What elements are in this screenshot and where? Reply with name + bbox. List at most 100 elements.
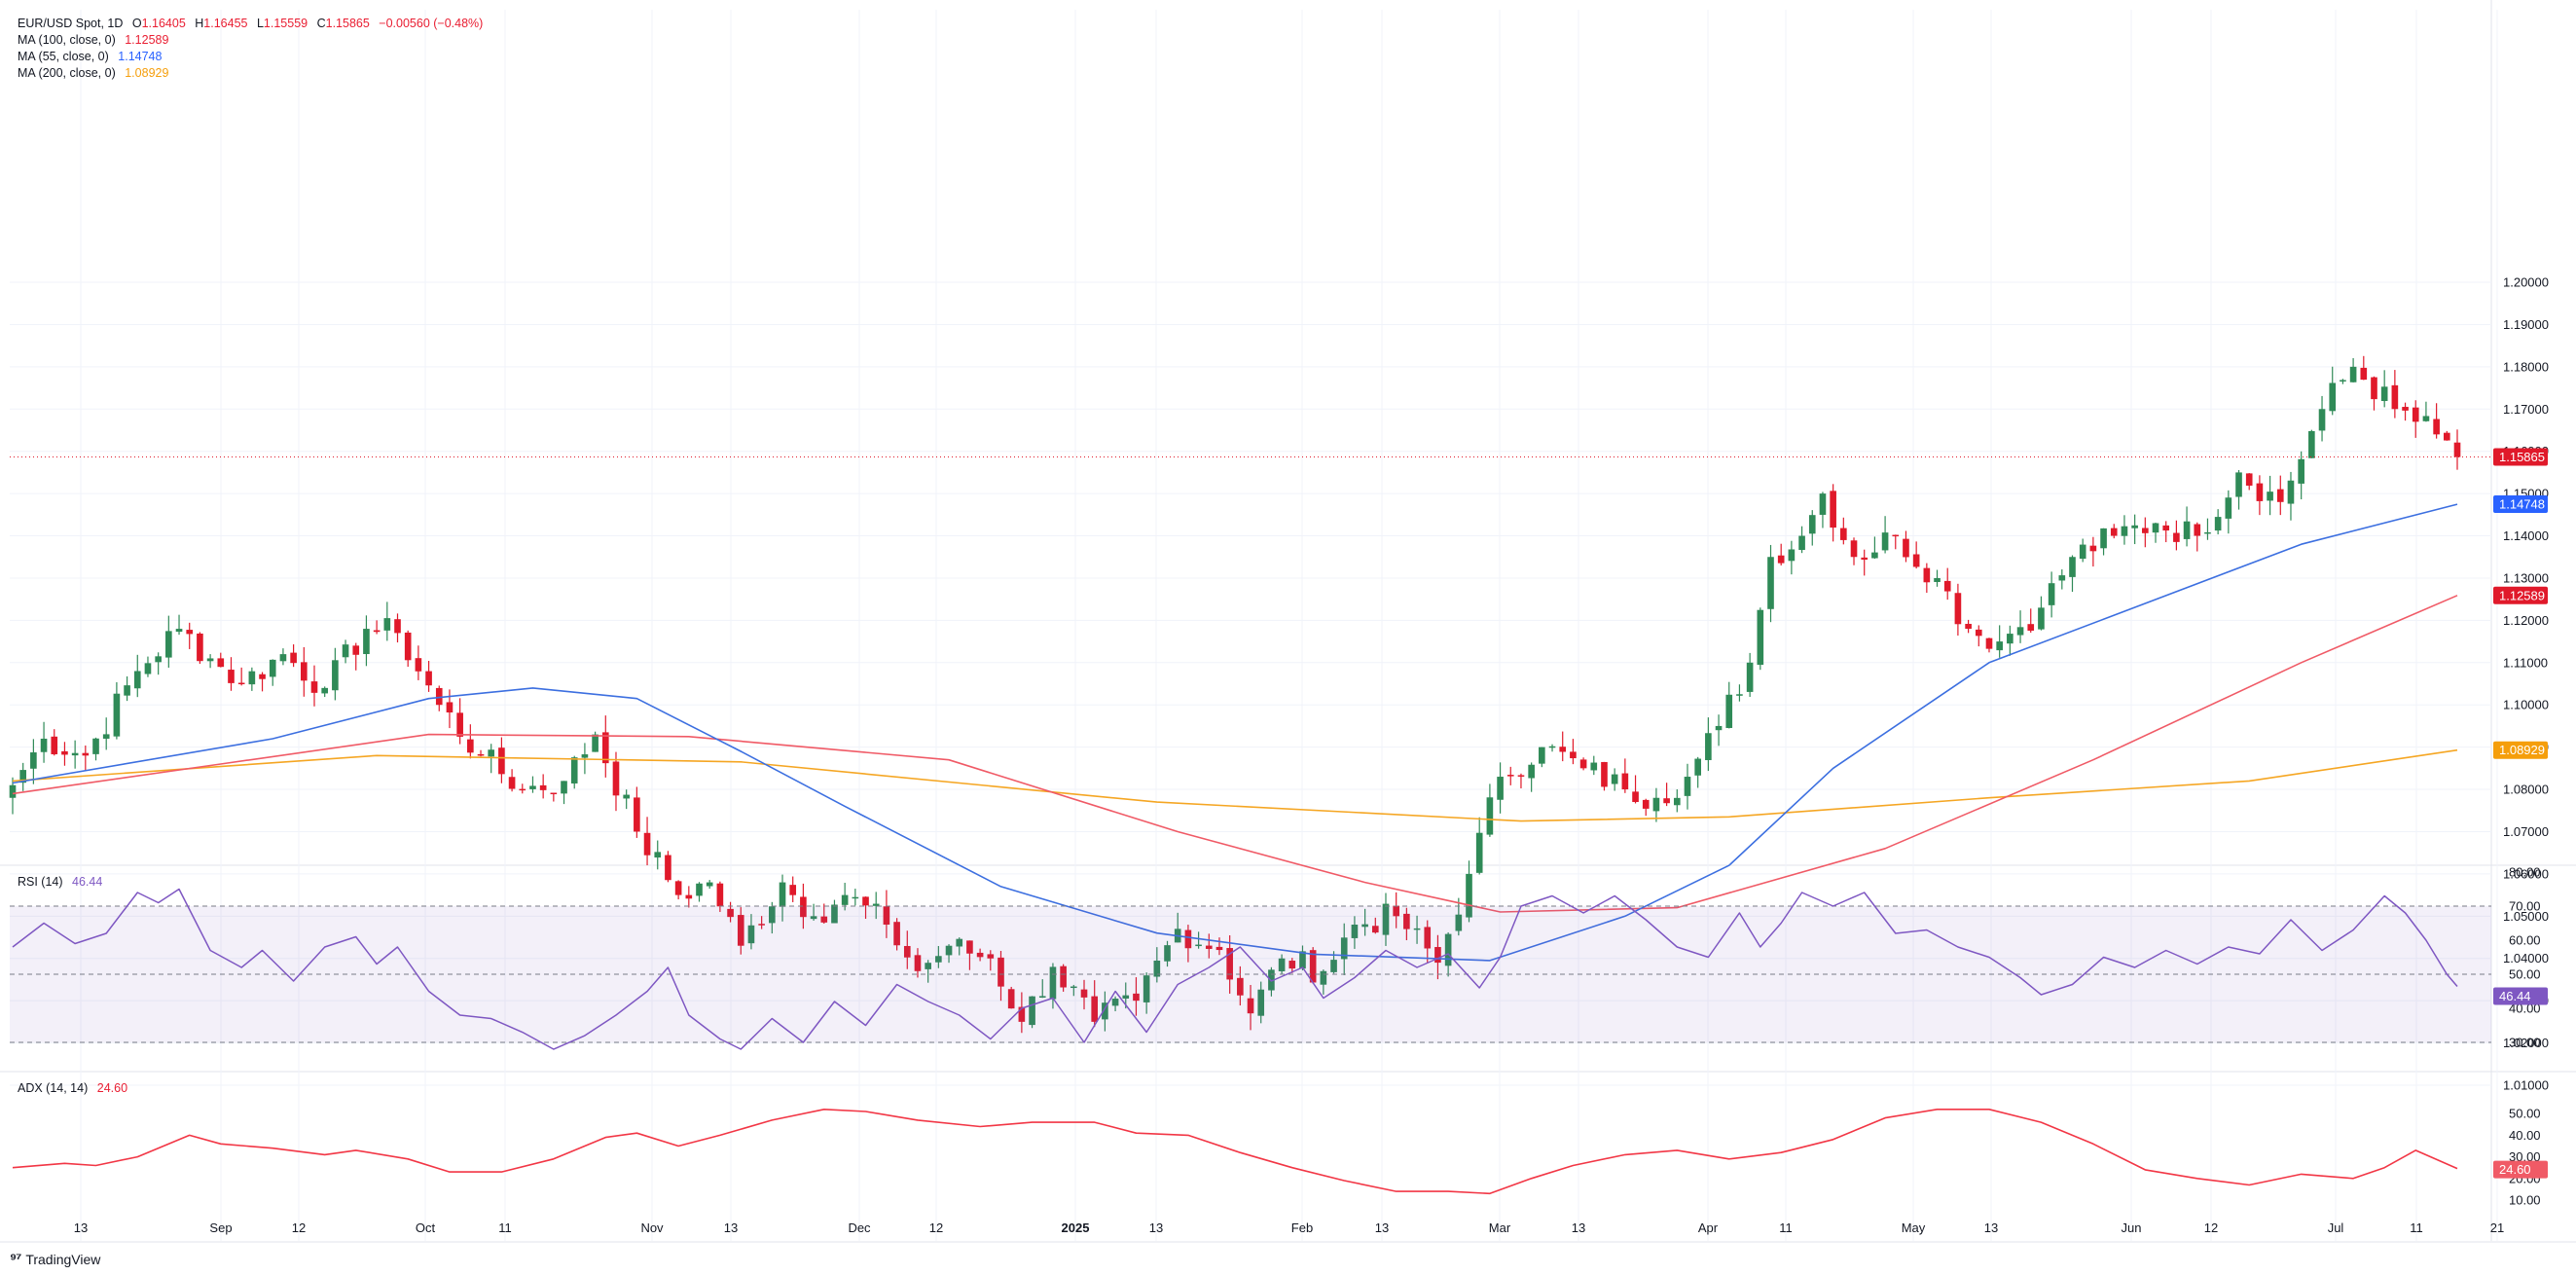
candle[interactable] (2016, 610, 2024, 643)
candle[interactable] (165, 615, 172, 668)
candle[interactable] (852, 889, 859, 906)
candle[interactable] (92, 737, 99, 761)
candle[interactable] (1133, 977, 1140, 1016)
candle[interactable] (674, 880, 682, 900)
candle[interactable] (133, 654, 141, 698)
candle[interactable] (206, 654, 214, 669)
candle[interactable] (1975, 625, 1982, 647)
candle[interactable] (2287, 471, 2295, 521)
candle[interactable] (2089, 536, 2097, 567)
candle[interactable] (914, 948, 922, 978)
candle[interactable] (279, 648, 287, 666)
candle[interactable] (456, 698, 463, 745)
candle[interactable] (1943, 567, 1951, 601)
candle[interactable] (1434, 934, 1441, 980)
candle[interactable] (2038, 596, 2045, 631)
candle[interactable] (2391, 370, 2399, 419)
candle[interactable] (1548, 744, 1556, 752)
candle[interactable] (1371, 917, 1379, 934)
candle[interactable] (872, 892, 880, 920)
candle[interactable] (415, 645, 422, 680)
candle[interactable] (394, 613, 401, 643)
candle[interactable] (570, 755, 578, 789)
candle[interactable] (779, 874, 786, 922)
candle[interactable] (2308, 429, 2315, 458)
candle[interactable] (998, 950, 1004, 1002)
candle[interactable] (186, 622, 194, 649)
candle[interactable] (1403, 907, 1410, 941)
candle[interactable] (1736, 684, 1743, 702)
adx-line[interactable] (12, 1109, 2458, 1195)
candle[interactable] (102, 717, 110, 750)
candle[interactable] (2027, 608, 2035, 634)
candle[interactable] (1320, 969, 1327, 995)
candle[interactable] (2298, 451, 2304, 500)
candle[interactable] (1102, 991, 1108, 1032)
candle[interactable] (300, 646, 308, 697)
candle[interactable] (1715, 714, 1723, 747)
candle[interactable] (1663, 783, 1670, 807)
candle[interactable] (71, 740, 79, 769)
candle[interactable] (1684, 763, 1691, 810)
candle[interactable] (2058, 569, 2066, 590)
candle[interactable] (155, 652, 162, 675)
candle[interactable] (2276, 475, 2284, 516)
candle[interactable] (2433, 403, 2440, 439)
candle[interactable] (1351, 916, 1359, 949)
candle[interactable] (1393, 892, 1399, 929)
candle[interactable] (1007, 986, 1015, 1009)
candle[interactable] (2360, 355, 2368, 381)
candle[interactable] (956, 937, 963, 956)
candle[interactable] (290, 644, 297, 668)
candle[interactable] (342, 639, 349, 664)
candle[interactable] (477, 749, 485, 757)
candle[interactable] (9, 777, 17, 815)
candle[interactable] (2443, 430, 2450, 441)
candle[interactable] (2069, 555, 2076, 593)
candle[interactable] (1725, 681, 1733, 729)
candle[interactable] (82, 745, 90, 771)
candle[interactable] (2412, 400, 2419, 438)
candle[interactable] (1205, 933, 1213, 959)
candle[interactable] (1840, 517, 1847, 545)
candle[interactable] (643, 817, 651, 866)
candle[interactable] (2340, 379, 2346, 384)
candle[interactable] (498, 737, 505, 783)
candle[interactable] (1143, 972, 1150, 1014)
candle[interactable] (228, 657, 235, 691)
candle[interactable] (2402, 402, 2409, 421)
candle[interactable] (1652, 787, 1660, 822)
candle[interactable] (550, 792, 558, 802)
ma200-line[interactable] (12, 748, 2458, 822)
candle[interactable] (363, 615, 370, 667)
candle[interactable] (539, 774, 547, 799)
candle[interactable] (61, 742, 68, 766)
candle[interactable] (1029, 996, 1035, 1029)
candle[interactable] (1892, 534, 1900, 550)
candle[interactable] (987, 950, 995, 971)
candle[interactable] (601, 715, 609, 778)
candle[interactable] (1153, 947, 1161, 983)
candle[interactable] (820, 903, 828, 924)
candle[interactable] (2204, 518, 2211, 540)
candle[interactable] (1340, 923, 1348, 976)
candle[interactable] (623, 789, 630, 810)
candle[interactable] (124, 675, 130, 702)
candle[interactable] (945, 944, 953, 964)
candle[interactable] (1808, 510, 1816, 546)
candle[interactable] (197, 632, 203, 665)
candle[interactable] (269, 659, 276, 686)
candle[interactable] (2422, 401, 2430, 422)
candle[interactable] (1506, 766, 1514, 785)
candle[interactable] (1257, 981, 1265, 1024)
candle[interactable] (747, 914, 755, 950)
candle[interactable] (1486, 783, 1494, 837)
candle[interactable] (467, 724, 474, 759)
candle[interactable] (903, 930, 911, 969)
candle[interactable] (561, 781, 567, 805)
candle[interactable] (1278, 954, 1286, 974)
candle[interactable] (2225, 490, 2232, 534)
candle[interactable] (373, 620, 381, 635)
candle[interactable] (1934, 569, 1941, 587)
candle[interactable] (1798, 526, 1805, 554)
